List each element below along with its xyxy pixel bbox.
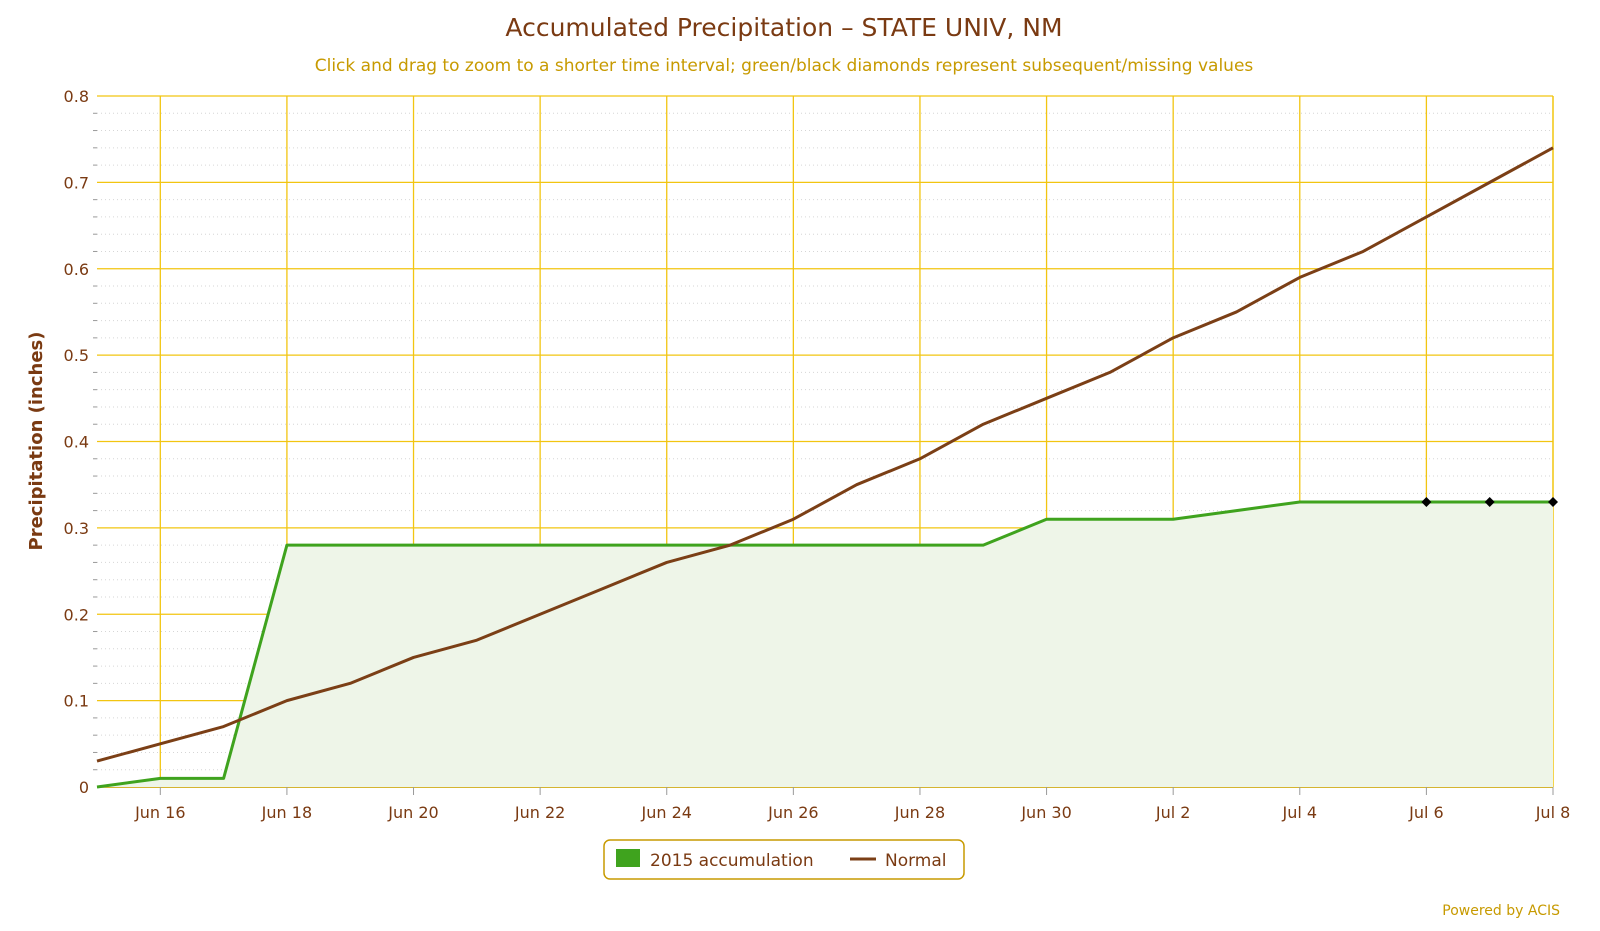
missing-value-diamond (1484, 496, 1495, 507)
x-tick-label: Jun 30 (1020, 803, 1071, 822)
y-tick-label: 0.8 (64, 87, 89, 106)
chart-subtitle: Click and drag to zoom to a shorter time… (315, 56, 1254, 76)
missing-value-diamond (1421, 496, 1432, 507)
y-tick-label: 0 (79, 778, 89, 797)
y-tick-label: 0.3 (64, 519, 89, 538)
x-tick-label: Jun 20 (387, 803, 438, 822)
missing-value-markers (1421, 496, 1558, 507)
line-2015-accumulation[interactable] (96, 500, 1553, 789)
x-tick-label: Jul 6 (1408, 803, 1444, 822)
y-tick-label: 0.1 (64, 692, 89, 711)
x-tick-label: Jul 2 (1155, 803, 1191, 822)
legend-box (603, 839, 965, 880)
line-normal[interactable] (96, 146, 1554, 763)
legend-swatch-area (616, 849, 640, 867)
y-axis-label: Precipitation (inches) (26, 332, 47, 551)
series-2015-accumulation[interactable] (96, 500, 1553, 789)
x-tick-label: Jun 28 (894, 803, 945, 822)
legend-item-2015-accumulation[interactable]: 2015 accumulation (616, 849, 814, 871)
y-axis-ticks: 0 0.1 0.2 0.3 0.4 0.5 0.6 0.7 0.8 (64, 87, 89, 797)
y-tick-label: 0.6 (64, 260, 89, 279)
legend-item-normal[interactable]: Normal (850, 851, 947, 871)
legend[interactable]: 2015 accumulation Normal (603, 839, 965, 880)
y-tick-label: 0.4 (64, 433, 89, 452)
y-tick-label: 0.7 (64, 173, 89, 192)
series-normal[interactable] (96, 146, 1554, 763)
x-tick-label: Jul 4 (1281, 803, 1317, 822)
powered-by-credit[interactable]: Powered by ACIS (1442, 903, 1560, 919)
legend-label-2015-accumulation: 2015 accumulation (650, 851, 814, 871)
x-tick-label: Jul 8 (1535, 803, 1571, 822)
chart-title: Accumulated Precipitation – STATE UNIV, … (505, 13, 1062, 42)
x-tick-label: Jun 26 (767, 803, 818, 822)
legend-label-normal: Normal (885, 851, 947, 871)
y-tick-label: 0.2 (64, 605, 89, 624)
x-tick-label: Jun 16 (134, 803, 185, 822)
x-axis-ticks: Jun 16 Jun 18 Jun 20 Jun 22 Jun 24 Jun 26 Jun … (134, 787, 1570, 822)
area-fill-2015 (97, 501, 1553, 787)
x-tick-label: Jun 24 (641, 803, 692, 822)
y-tick-label: 0.5 (64, 346, 89, 365)
x-tick-label: Jun 22 (514, 803, 565, 822)
x-tick-label: Jun 18 (261, 803, 312, 822)
missing-value-diamond (1548, 496, 1558, 507)
